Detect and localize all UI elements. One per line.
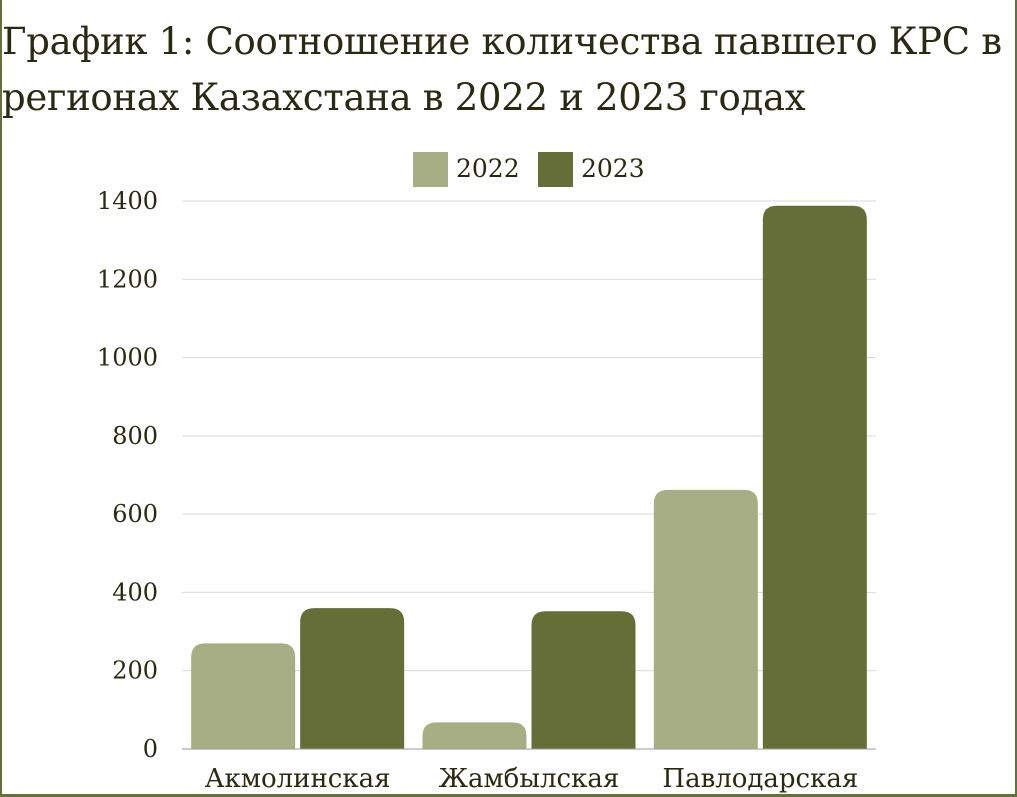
y-tick-label: 1200 [97, 265, 158, 293]
bar-2023-1 [300, 608, 405, 749]
y-tick-label: 0 [143, 735, 158, 763]
bar-2023-3 [762, 205, 867, 749]
y-tick-label: 600 [112, 500, 158, 528]
x-tick-label: Жамбылская [439, 764, 620, 794]
y-tick-label: 400 [112, 578, 158, 606]
bar-2023-2 [531, 611, 636, 749]
x-tick-label: Павлодарская [662, 764, 858, 794]
y-tick-label: 800 [112, 422, 158, 450]
legend-label-2022: 2022 [456, 154, 520, 183]
bar-2022-1 [191, 643, 296, 749]
bar-2022-2 [422, 722, 527, 749]
legend-label-2023: 2023 [581, 154, 645, 183]
x-axis: Акмолинская Жамбылская Павлодарская [182, 748, 876, 794]
legend-swatch-2022 [413, 152, 448, 187]
legend: 2022 2023 [413, 152, 645, 187]
y-tick-label: 1000 [97, 344, 158, 372]
chart-title: График 1: Соотношение количества павшего… [2, 20, 1002, 119]
bar-2022-3 [653, 489, 758, 749]
y-axis: 0 200 400 600 800 1000 1200 1400 [97, 187, 158, 763]
legend-swatch-2023 [538, 152, 573, 187]
grid-lines [182, 200, 876, 672]
y-tick-label: 1400 [97, 187, 158, 215]
y-tick-label: 200 [112, 657, 158, 685]
bars [191, 205, 867, 749]
x-tick-label: Акмолинская [205, 764, 391, 794]
